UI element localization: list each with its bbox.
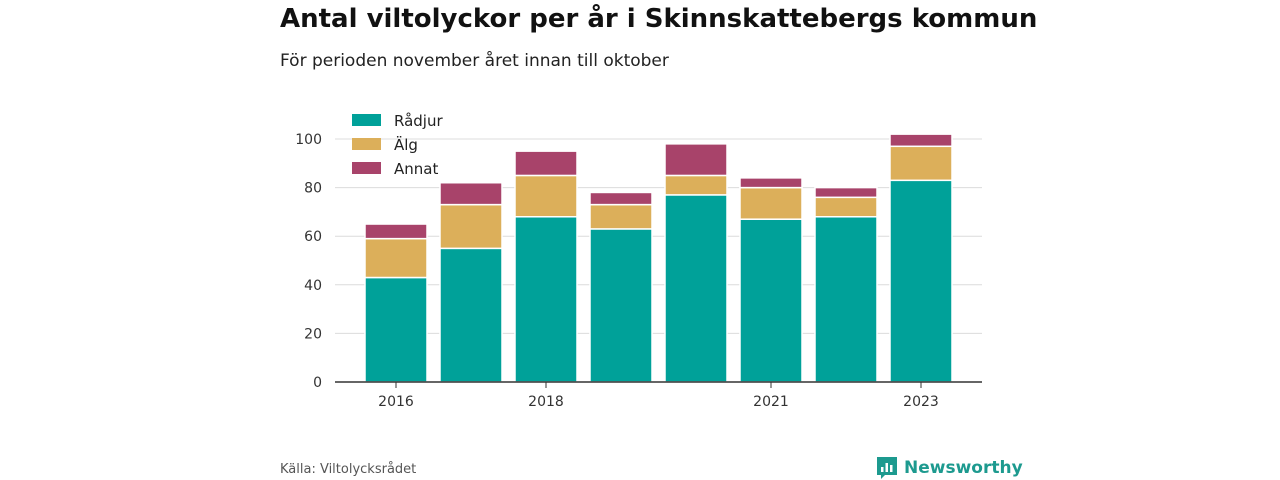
legend-swatch [352, 114, 381, 126]
chart-title: Antal viltolyckor per år i Skinnskattebe… [280, 4, 1038, 34]
bar-segment [739, 177, 803, 189]
bar-segment [814, 196, 878, 218]
legend-label: Rådjur [394, 112, 443, 130]
x-tick-label: 2023 [903, 394, 939, 410]
bar-segment [514, 174, 578, 218]
x-tick-label: 2021 [753, 394, 789, 410]
y-tick-label: 60 [304, 229, 322, 245]
bar-segment [664, 194, 728, 383]
legend-swatch [352, 138, 381, 150]
bar-segment [814, 216, 878, 383]
bar-segment [889, 179, 953, 383]
bar-segment [514, 216, 578, 383]
bar-segment [589, 228, 653, 383]
legend-swatch [352, 162, 381, 174]
x-tick-label: 2016 [378, 394, 414, 410]
bar-segment [439, 247, 503, 383]
y-tick-label: 0 [313, 375, 322, 391]
y-tick-label: 40 [304, 278, 322, 294]
bar-segment [439, 181, 503, 206]
bar-segment [514, 150, 578, 177]
bar-segment [589, 191, 653, 206]
bar-segment [589, 203, 653, 230]
bar-segment [739, 186, 803, 220]
brand-link[interactable]: Newsworthy [876, 456, 1023, 480]
bar-segment [814, 186, 878, 199]
source-note: Källa: Viltolycksrådet [280, 462, 417, 477]
legend-label: Annat [394, 160, 438, 178]
bar-segment [439, 203, 503, 250]
bar-segment [364, 223, 428, 240]
bar-segment [664, 174, 728, 196]
legend-label: Älg [394, 135, 418, 154]
chart-subtitle: För perioden november året innan till ok… [280, 51, 669, 71]
brand-name: Newsworthy [904, 458, 1023, 478]
y-tick-label: 80 [304, 181, 322, 197]
bar-segment [664, 143, 728, 177]
bar-segment [364, 276, 428, 383]
y-tick-label: 20 [304, 326, 322, 342]
bar-segment [364, 237, 428, 279]
stacked-bar-chart: 0 20 40 60 80 100 2016 2018 2021 2023 Rådjur Älg Ann… [295, 112, 982, 410]
y-tick-label: 100 [295, 132, 322, 148]
bar-segment [889, 145, 953, 182]
bar-segment [889, 133, 953, 148]
bar-segment [739, 218, 803, 383]
newsworthy-logo-icon [877, 457, 897, 479]
x-tick-label: 2018 [528, 394, 564, 410]
